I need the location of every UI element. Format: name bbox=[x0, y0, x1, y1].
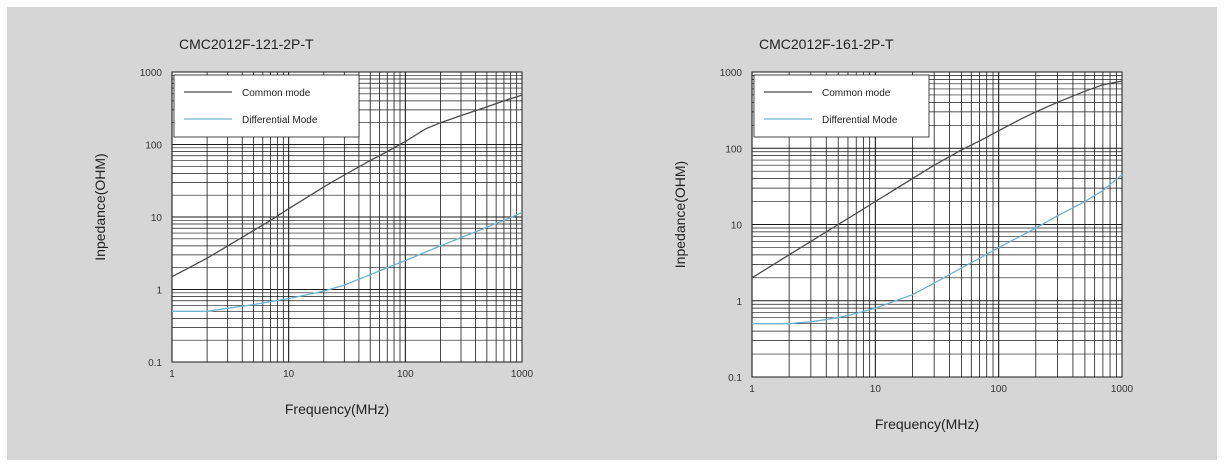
chart-2-series-differential-mode-line bbox=[752, 174, 1123, 325]
chart-1-legend: Common mode Differential Mode bbox=[173, 74, 360, 138]
chart-2-series-common-mode-line bbox=[751, 80, 1123, 279]
chart-2-y-tick-label: 1000 bbox=[720, 68, 743, 79]
chart-2-y-tick-label: 100 bbox=[725, 144, 742, 155]
chart-2-x-axis-label: Frequency(MHz) bbox=[875, 416, 979, 432]
chart-1-title: CMC2012F-121-2P-T bbox=[179, 36, 314, 52]
chart-1-legend-box bbox=[173, 74, 360, 138]
chart-1-series-differential-mode-line bbox=[172, 212, 523, 312]
chart-2-x-tick-label: 10 bbox=[870, 384, 882, 395]
chart-1-x-tick-label: 10 bbox=[283, 369, 295, 380]
chart-1-panel: Common mode Differential Mode 1 10 100 1000 0.… bbox=[92, 36, 534, 417]
chart-1-y-tick-label: 10 bbox=[151, 213, 163, 224]
chart-1-series-common-mode-line bbox=[171, 94, 523, 278]
charts-canvas: Common mode Differential Mode 1 10 100 1000 0.… bbox=[92, 36, 1134, 432]
chart-2-panel: Common mode Differential Mode 1 10 100 1000 0.… bbox=[672, 36, 1134, 432]
chart-2-x-tick-label: 100 bbox=[990, 384, 1007, 395]
chart-1-y-tick-label: 1000 bbox=[140, 68, 163, 79]
chart-1-x-tick-label: 1 bbox=[169, 369, 175, 380]
chart-1-legend-label: Common mode bbox=[242, 88, 311, 99]
chart-2-title: CMC2012F-161-2P-T bbox=[759, 36, 894, 52]
chart-1-x-tick-label: 1000 bbox=[511, 369, 534, 380]
chart-1-y-tick-label: 1 bbox=[156, 286, 162, 297]
chart-2-x-tick-label: 1 bbox=[749, 384, 755, 395]
chart-1-x-axis-label: Frequency(MHz) bbox=[285, 401, 389, 417]
chart-2-y-tick-label: 10 bbox=[731, 221, 743, 232]
chart-2-y-axis-label: Inpedance(OHM) bbox=[672, 161, 688, 268]
chart-2-legend: Common mode Differential Mode bbox=[753, 74, 930, 138]
chart-1-x-tick-label: 100 bbox=[397, 369, 414, 380]
chart-2-legend-label: Common mode bbox=[822, 88, 891, 99]
chart-2-legend-box bbox=[753, 74, 930, 138]
chart-1-y-tick-label: 100 bbox=[145, 141, 162, 152]
chart-2-x-tick-label: 1000 bbox=[1111, 384, 1134, 395]
chart-1-y-tick-label: 0.1 bbox=[148, 358, 162, 369]
chart-2-legend-label: Differential Mode bbox=[822, 115, 898, 126]
chart-1-legend-label: Differential Mode bbox=[242, 115, 318, 126]
chart-1-y-axis-label: Inpedance(OHM) bbox=[92, 153, 108, 260]
chart-2-y-tick-label: 0.1 bbox=[728, 373, 742, 384]
figure-background: Common mode Differential Mode 1 10 100 1000 0.… bbox=[7, 7, 1217, 460]
chart-2-y-tick-label: 1 bbox=[736, 297, 742, 308]
